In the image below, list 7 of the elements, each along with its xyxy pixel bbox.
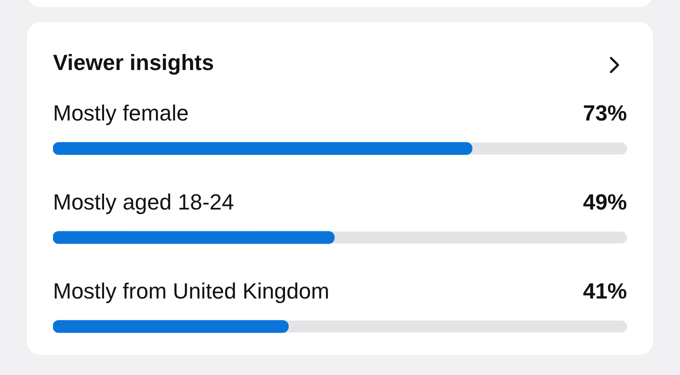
y-tick-label: Mostly from United Kingdom — [53, 278, 330, 304]
y-tick-label: Mostly aged 18-24 — [53, 190, 234, 215]
data-label: 73% — [582, 100, 627, 126]
y-tick-label: Mostly female — [53, 100, 189, 126]
data-label: 49% — [582, 190, 627, 215]
data-label: 41% — [582, 278, 627, 304]
chart-title: Viewer insights — [53, 50, 214, 76]
